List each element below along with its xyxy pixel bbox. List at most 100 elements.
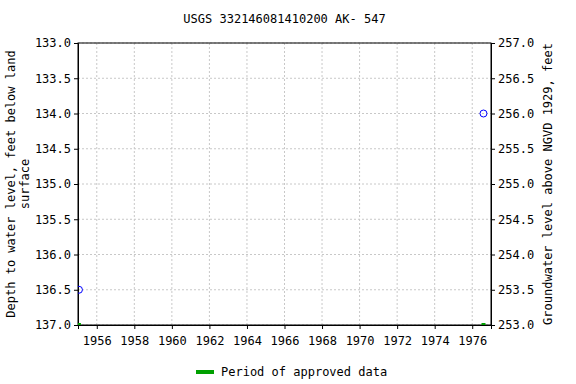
tick-label: 135.0 — [35, 177, 71, 191]
tick: 1956 — [83, 325, 112, 348]
tick-label: 136.5 — [35, 283, 71, 297]
tick-label: 255.5 — [498, 142, 534, 156]
point — [480, 110, 487, 117]
grid-line — [78, 254, 491, 255]
tick-label: 1970 — [346, 334, 375, 348]
tick-label: 1968 — [308, 334, 337, 348]
tick: 1976 — [458, 325, 487, 348]
marks — [78, 110, 487, 325]
tick-mark — [74, 325, 78, 326]
axis-line — [79, 326, 492, 330]
tick-label: 257.0 — [498, 36, 534, 50]
tick: 1962 — [195, 325, 224, 348]
tick-mark — [435, 325, 436, 329]
y-axis-title: Depth to water level, feet below land — [4, 50, 18, 317]
approved-marker — [78, 323, 81, 325]
tick: 256.0 — [491, 107, 534, 121]
tick-mark — [74, 114, 78, 115]
tick-mark — [397, 325, 398, 329]
tick: 1974 — [421, 325, 450, 348]
tick-mark — [74, 255, 78, 256]
tick-label: 254.0 — [498, 248, 534, 262]
tick-label: 135.5 — [35, 213, 71, 227]
approved-marker — [481, 323, 485, 325]
grid-line — [78, 148, 491, 149]
point — [78, 286, 82, 293]
grid-line — [78, 184, 491, 185]
tick: 257.0 — [491, 36, 534, 50]
axis-line — [492, 44, 496, 326]
tick-mark — [360, 325, 361, 329]
tick-mark — [97, 325, 98, 329]
tick-label: 1958 — [120, 334, 149, 348]
tick: 256.5 — [491, 72, 534, 86]
tick-label: 256.0 — [498, 107, 534, 121]
grid-line — [284, 43, 285, 325]
tick: 134.5 — [35, 142, 78, 156]
grid-line — [78, 113, 491, 114]
tick-label: 134.5 — [35, 142, 71, 156]
y-axis-title: surface — [18, 159, 32, 210]
tick-mark — [74, 149, 78, 150]
tick-mark — [74, 78, 78, 79]
grid-line — [209, 43, 210, 325]
tick-mark — [472, 325, 473, 329]
tick-mark — [491, 78, 495, 79]
chart: 1956 1958 1960 1962 1964 1966 1968 1970 1972 1974… — [0, 0, 576, 384]
grid-line — [96, 43, 97, 325]
y-axis: 133.0133.5134.0134.5135.0135.5136.0136.5… — [35, 36, 79, 332]
tick-label: 133.5 — [35, 72, 71, 86]
tick-label: 255.0 — [498, 177, 534, 191]
tick-label: 1960 — [158, 334, 187, 348]
tick-label: 1956 — [83, 334, 112, 348]
tick-mark — [134, 325, 135, 329]
tick-mark — [74, 43, 78, 44]
tick-mark — [285, 325, 286, 329]
tick-mark — [172, 325, 173, 329]
tick-mark — [491, 43, 495, 44]
tick: 1972 — [383, 325, 412, 348]
tick: 1966 — [271, 325, 300, 348]
tick-label: 254.5 — [498, 213, 534, 227]
tick-label: 1964 — [233, 334, 262, 348]
tick: 253.0 — [491, 318, 534, 332]
grid-line — [78, 219, 491, 220]
tick-label: 256.5 — [498, 72, 534, 86]
tick: 254.5 — [491, 213, 534, 227]
legend-swatch — [196, 370, 214, 374]
tick-mark — [74, 290, 78, 291]
tick: 135.5 — [35, 213, 78, 227]
tick: 133.5 — [35, 72, 78, 86]
grid-line — [397, 43, 398, 325]
grid — [78, 43, 491, 325]
tick: 1968 — [308, 325, 337, 348]
tick-label: 1974 — [421, 334, 450, 348]
tick-label: 136.0 — [35, 248, 71, 262]
tick-mark — [322, 325, 323, 329]
tick-mark — [491, 184, 495, 185]
y2-axis-title: Groundwater level above NGVD 1929, feet — [541, 43, 555, 325]
tick-mark — [491, 114, 495, 115]
tick-mark — [74, 184, 78, 185]
tick-label: 1966 — [271, 334, 300, 348]
tick-mark — [247, 325, 248, 329]
tick: 255.0 — [491, 177, 534, 191]
tick: 1958 — [120, 325, 149, 348]
tick: 135.0 — [35, 177, 78, 191]
tick: 253.5 — [491, 283, 534, 297]
legend: Period of approved data — [196, 365, 387, 379]
tick-label: 134.0 — [35, 107, 71, 121]
tick-mark — [491, 255, 495, 256]
axis-line — [74, 44, 79, 326]
tick-mark — [491, 290, 495, 291]
tick: 1970 — [346, 325, 375, 348]
grid-line — [78, 78, 491, 79]
tick-label: 1972 — [383, 334, 412, 348]
x-axis: 1956 1958 1960 1962 1964 1966 1968 1970 1972 1974… — [79, 325, 492, 348]
tick-label: 253.5 — [498, 283, 534, 297]
legend-label: Period of approved data — [221, 365, 387, 379]
plot-frame — [78, 43, 491, 325]
tick-mark — [491, 219, 495, 220]
tick-mark — [491, 325, 495, 326]
tick: 134.0 — [35, 107, 78, 121]
